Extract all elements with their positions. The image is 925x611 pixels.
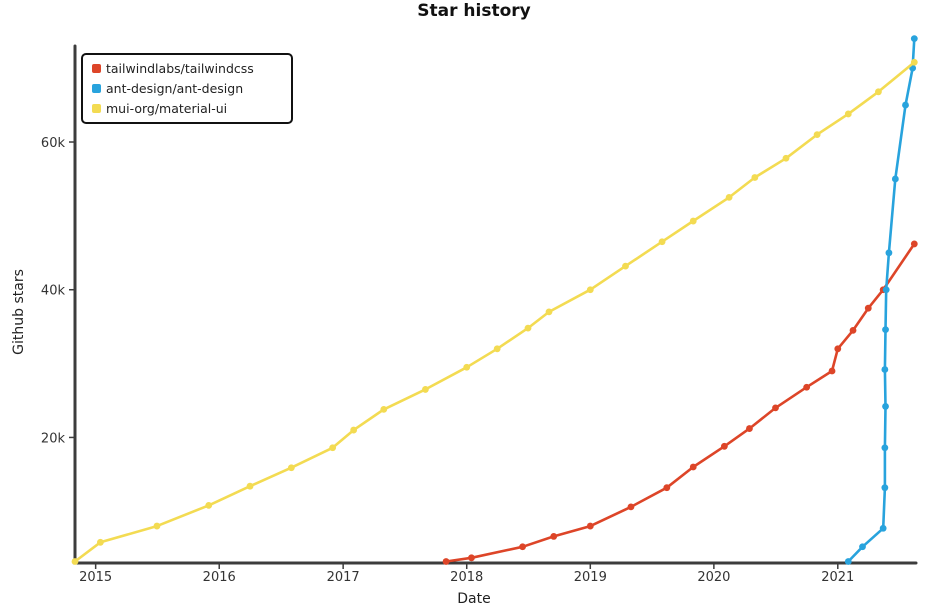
data-point — [844, 558, 852, 565]
data-point — [910, 240, 918, 248]
legend-swatch — [92, 64, 101, 73]
data-point — [864, 304, 872, 312]
data-point — [350, 426, 358, 434]
y-tick-label: 40k — [41, 284, 66, 299]
data-point — [689, 217, 697, 225]
data-point — [493, 345, 501, 353]
data-point — [782, 154, 790, 162]
data-point — [550, 533, 558, 540]
data-point — [828, 367, 836, 375]
data-point — [205, 501, 213, 509]
x-tick-label: 2020 — [697, 570, 730, 585]
data-point — [545, 308, 553, 316]
y-tick-label: 20k — [41, 431, 66, 446]
data-point — [96, 538, 104, 546]
data-point — [524, 324, 532, 332]
series-2 — [71, 58, 918, 565]
x-tick-label: 2019 — [574, 570, 607, 585]
legend-swatch — [92, 84, 101, 93]
data-point — [902, 101, 909, 109]
data-point — [891, 175, 899, 183]
data-point — [622, 262, 629, 270]
data-point — [627, 503, 635, 511]
chart-axes — [72, 44, 918, 565]
data-point — [153, 522, 161, 530]
legend-label: mui-org/material-ui — [106, 101, 227, 116]
y-tick-label: 60k — [41, 136, 66, 151]
series-0 — [442, 240, 918, 565]
legend-box — [81, 53, 293, 124]
data-point — [468, 554, 475, 562]
data-point — [586, 286, 594, 294]
series-line — [73, 60, 916, 563]
data-point — [725, 194, 733, 201]
series-layer — [71, 35, 918, 565]
data-point — [859, 543, 866, 551]
data-point — [689, 463, 697, 471]
data-point — [442, 558, 450, 565]
data-point — [586, 522, 594, 530]
data-point — [882, 286, 890, 294]
legend-swatch — [92, 104, 101, 113]
legend-label: tailwindlabs/tailwindcss — [106, 61, 254, 76]
x-tick-label: 2016 — [203, 570, 236, 585]
series-line — [444, 242, 916, 563]
chart-title: Star history — [417, 1, 530, 21]
data-point — [380, 405, 388, 413]
data-point — [246, 482, 254, 490]
data-point — [772, 404, 779, 412]
data-point — [881, 484, 889, 492]
data-point — [803, 383, 811, 391]
x-tick-label: 2015 — [79, 570, 112, 585]
data-point — [882, 403, 889, 410]
x-axis-label: Date — [457, 591, 490, 607]
data-point — [746, 425, 753, 432]
data-point — [422, 386, 429, 393]
x-tick-label: 2018 — [450, 570, 483, 585]
x-tick-label: 2021 — [821, 570, 854, 585]
data-point — [71, 558, 79, 565]
data-point — [910, 58, 918, 66]
data-point — [463, 363, 471, 371]
y-axis-ticks: 20k 40k 60k — [41, 136, 75, 446]
series-1 — [844, 35, 918, 565]
data-point — [658, 238, 666, 246]
data-point — [844, 110, 852, 118]
data-point — [881, 366, 889, 373]
data-point — [882, 326, 889, 334]
legend: tailwindlabs/tailwindcss ant-design/ant-d… — [81, 53, 293, 124]
legend-label: ant-design/ant-design — [106, 81, 243, 96]
data-point — [751, 174, 759, 181]
data-point — [879, 524, 887, 532]
x-axis-ticks: 2015 2016 2017 2018 2019 2020 2021 — [79, 563, 854, 585]
data-point — [875, 88, 882, 96]
data-point — [663, 484, 671, 492]
y-axis-label: Github stars — [11, 269, 27, 355]
data-point — [910, 35, 918, 43]
data-point — [881, 444, 889, 452]
data-point — [329, 444, 337, 452]
data-point — [885, 249, 893, 257]
legend-items: tailwindlabs/tailwindcss ant-design/ant-d… — [92, 61, 254, 116]
series-line — [847, 37, 916, 563]
data-point — [849, 326, 857, 334]
data-point — [519, 543, 526, 551]
x-tick-label: 2017 — [327, 570, 360, 585]
data-point — [834, 345, 842, 353]
data-point — [813, 131, 821, 139]
data-point — [720, 442, 728, 450]
data-point — [287, 464, 295, 472]
